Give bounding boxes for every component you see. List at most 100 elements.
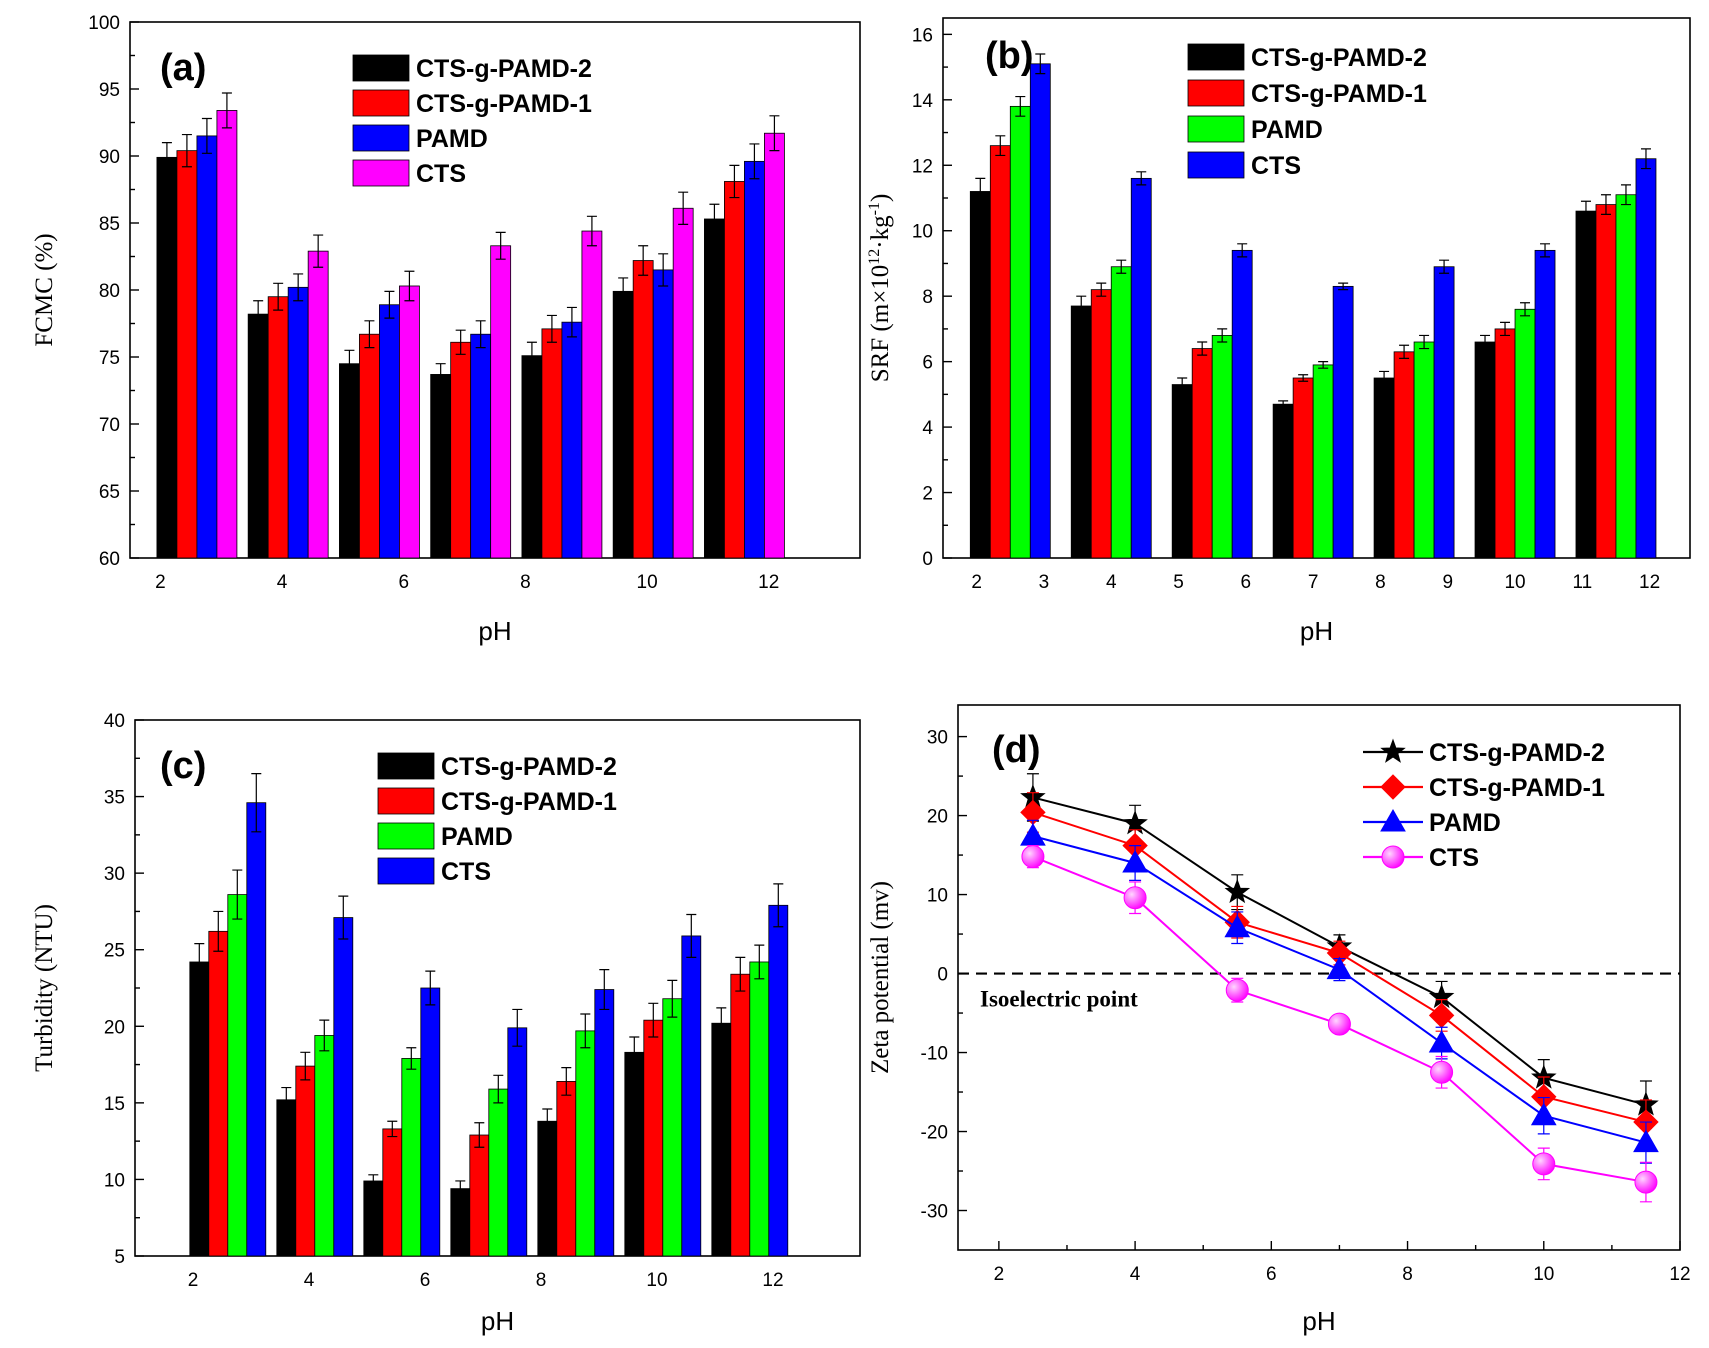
marker-circle [1532, 1152, 1556, 1176]
error-bar [995, 135, 1006, 157]
bar-pamd [470, 333, 492, 559]
bar-cts-g-pamd-2 [969, 191, 991, 559]
marker-triangle [1224, 914, 1251, 938]
x-tick-label: 2 [971, 572, 982, 593]
marker-circle [1430, 1060, 1454, 1084]
legend-entry: CTS-g-PAMD-2 [1429, 739, 1605, 767]
bar-cts-g-pamd-2 [1373, 377, 1395, 559]
bar-cts-g-pamd-1 [176, 150, 198, 559]
bar-cts [420, 987, 441, 1257]
bar-cts [1130, 177, 1152, 559]
y-axis-label-part: ) [867, 194, 894, 202]
error-bar [586, 215, 597, 247]
bar-pamd [314, 1035, 335, 1257]
legend-entry: CTS-g-PAMD-1 [1251, 80, 1427, 108]
bar-cts-g-pamd-1 [295, 1065, 316, 1257]
x-tick-label: 2 [188, 1270, 199, 1291]
marker-star [1122, 810, 1148, 835]
bar-pamd [287, 286, 309, 559]
error-bar [1540, 243, 1551, 258]
legend-entry: CTS [416, 160, 466, 188]
error-bar [1379, 370, 1390, 386]
marker-star [1224, 878, 1251, 904]
bar-cts [581, 230, 603, 559]
y-axis-label-part: SRF (m×10 [867, 265, 894, 383]
error-bar [735, 956, 746, 992]
error-bar [1620, 184, 1631, 206]
bar-cts [399, 285, 420, 559]
panel-label: (b) [985, 35, 1034, 77]
legend-entry: CTS [441, 858, 491, 886]
error-bar [638, 245, 649, 276]
error-bar [1076, 295, 1087, 317]
error-bar [1298, 374, 1309, 382]
error-bar [455, 329, 466, 355]
bar-cts-g-pamd-2 [156, 156, 178, 559]
marker-circle [1225, 978, 1249, 1002]
marker-diamond [1428, 1002, 1455, 1029]
x-tick-label: 12 [762, 1270, 783, 1291]
error-bar [975, 177, 986, 206]
bar-cts [1332, 285, 1354, 559]
bar-cts-g-pamd-2 [612, 290, 634, 559]
legend-swatch [1187, 115, 1245, 143]
y-tick-label: 95 [99, 80, 120, 101]
error-bar [667, 979, 678, 1018]
bar-cts-g-pamd-1 [541, 328, 563, 559]
bar-cts-g-pamd-1 [556, 1081, 577, 1257]
error-bar [232, 869, 243, 920]
error-bar [435, 363, 446, 386]
bar-cts-g-pamd-1 [450, 341, 472, 559]
bar-pamd [662, 998, 683, 1257]
legend-swatch [352, 124, 410, 152]
error-bar [194, 942, 205, 981]
error-bar [709, 203, 720, 235]
error-bar [1600, 194, 1611, 215]
error-bar [475, 320, 486, 349]
error-bar [686, 913, 697, 958]
x-tick-label: 12 [1669, 1264, 1690, 1285]
y-tick-label: 0 [937, 965, 948, 986]
bar-cts-g-pamd-1 [382, 1128, 403, 1257]
error-bar [364, 320, 375, 349]
bar-cts [681, 935, 702, 1257]
error-bar [338, 895, 349, 940]
panel-c: 5 10 15 20 25 30 35 40 2 4 6 8 10 12 pH (c) Turbidity (N… [31, 711, 861, 1336]
bar-cts-g-pamd-1 [1292, 377, 1314, 559]
bar-cts-g-pamd-1 [989, 145, 1011, 559]
plot-frame [957, 704, 1681, 1251]
y-axis-label: FCMC (%) [31, 233, 58, 346]
bar-pamd [575, 1030, 596, 1257]
error-bar [512, 1008, 523, 1047]
bar-cts [1433, 266, 1455, 559]
bar-pamd [379, 304, 400, 559]
bar-cts [764, 132, 785, 559]
error-bar [1520, 302, 1531, 317]
x-axis-label: pH [478, 616, 511, 646]
legend-swatch [352, 89, 410, 117]
marker-triangle [1633, 1129, 1659, 1153]
bar-cts-g-pamd-2 [247, 313, 269, 559]
error-bar [293, 273, 304, 302]
error-bar [1116, 259, 1127, 274]
legend-entry: CTS-g-PAMD-1 [1429, 774, 1605, 802]
y-axis-label: Zeta potential (mv) [867, 881, 894, 1074]
error-bar [1096, 282, 1107, 297]
bar-cts-g-pamd-1 [359, 333, 380, 559]
error-bar [181, 133, 192, 168]
error-bar [749, 143, 760, 180]
y-tick-label: 80 [99, 281, 120, 302]
x-tick-label: 6 [1266, 1264, 1277, 1285]
error-bar [769, 115, 780, 152]
y-tick-label: 30 [927, 728, 948, 749]
y-axis-label: SRF (m×1012·kg-1) [866, 194, 894, 383]
error-bar [368, 1174, 379, 1188]
y-axis-label-superscript: -1 [866, 202, 883, 215]
bar-cts [246, 802, 267, 1257]
x-tick-label: 4 [1106, 572, 1117, 593]
y-tick-label: 75 [99, 348, 120, 369]
bar-cts-g-pamd-2 [276, 1099, 297, 1257]
x-tick-label: 6 [1241, 572, 1252, 593]
panel-label: (a) [160, 47, 206, 89]
error-bar [599, 969, 610, 1011]
